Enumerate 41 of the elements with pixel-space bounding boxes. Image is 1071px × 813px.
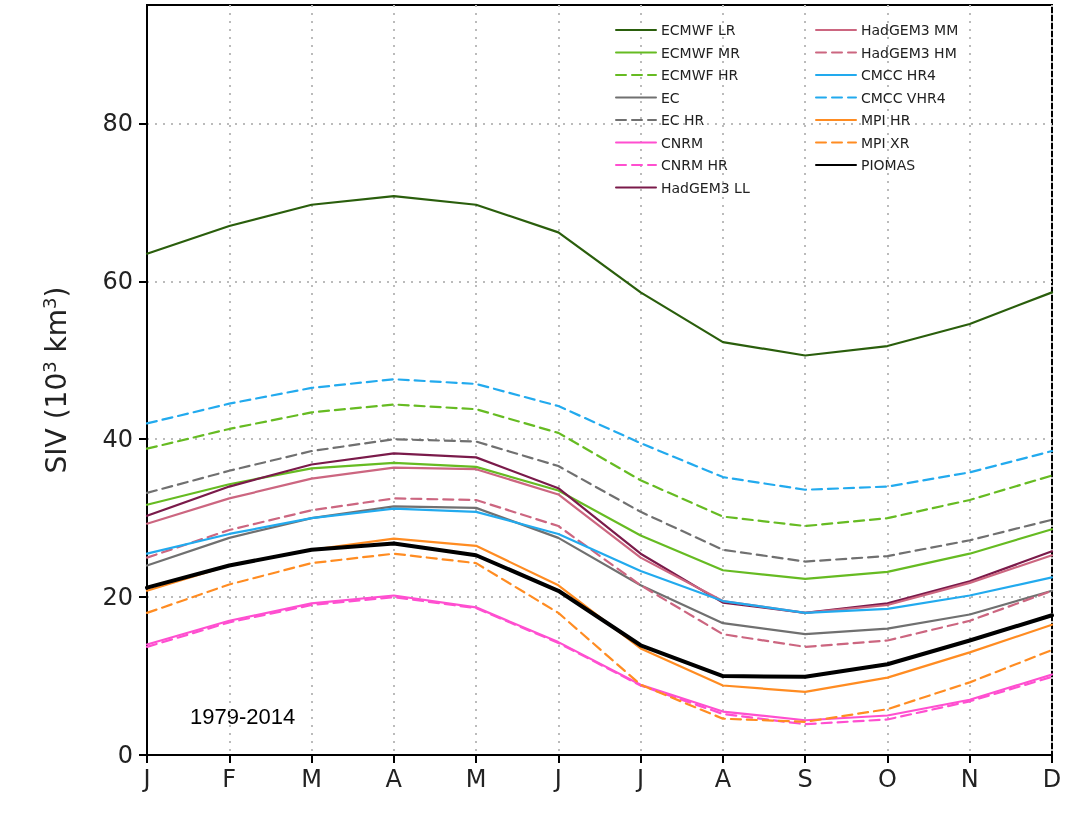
legend-label: HadGEM3 MM	[861, 22, 959, 38]
y-axis-title: SIV (103 km3)	[38, 286, 73, 474]
legend-label: ECMWF MR	[661, 44, 741, 61]
line-series	[145, 552, 1054, 723]
line-series	[145, 461, 1054, 581]
line-series	[145, 194, 1054, 357]
legend-label: MPI HR	[861, 112, 911, 128]
legend-label: CNRM HR	[661, 157, 729, 173]
x-tick-label: A	[714, 765, 732, 793]
x-tick-label: F	[222, 765, 237, 793]
legend-label: CMCC VHR4	[861, 89, 946, 106]
y-tick-label: 40	[102, 425, 133, 454]
legend-label: ECMWF HR	[661, 67, 739, 83]
y-tick-label: 80	[102, 109, 133, 138]
annotation: 1979-2014	[190, 703, 296, 729]
x-tick-label: J	[552, 765, 562, 793]
line-series	[145, 378, 1054, 491]
x-tick-label: N	[960, 765, 979, 793]
line-series	[145, 403, 1054, 528]
y-tick-label: 20	[102, 583, 133, 612]
y-tick-label: 60	[102, 267, 133, 296]
x-tick-label: J	[141, 765, 151, 793]
x-tick-label: D	[1042, 765, 1062, 793]
x-tick-label: M	[301, 765, 322, 793]
legend-label: EC	[661, 89, 680, 106]
x-tick-label: O	[878, 765, 897, 793]
legend-label: ECMWF LR	[661, 22, 736, 38]
legend-label: HadGEM3 LL	[661, 179, 750, 196]
x-tick-label: J	[635, 765, 645, 793]
y-tick-label: 0	[117, 741, 133, 769]
legend-label: PIOMAS	[861, 157, 916, 173]
x-tick-label: S	[797, 765, 813, 793]
legend-label: EC HR	[661, 112, 705, 128]
x-tick-label: A	[385, 765, 403, 793]
legend-label: CMCC HR4	[861, 67, 937, 83]
legend-label: HadGEM3 HM	[861, 44, 957, 61]
line-series	[145, 438, 1054, 563]
legend-label: CNRM	[661, 134, 704, 151]
x-tick-label: M	[465, 765, 487, 793]
line-series	[145, 507, 1054, 614]
legend-label: MPI XR	[861, 134, 910, 151]
